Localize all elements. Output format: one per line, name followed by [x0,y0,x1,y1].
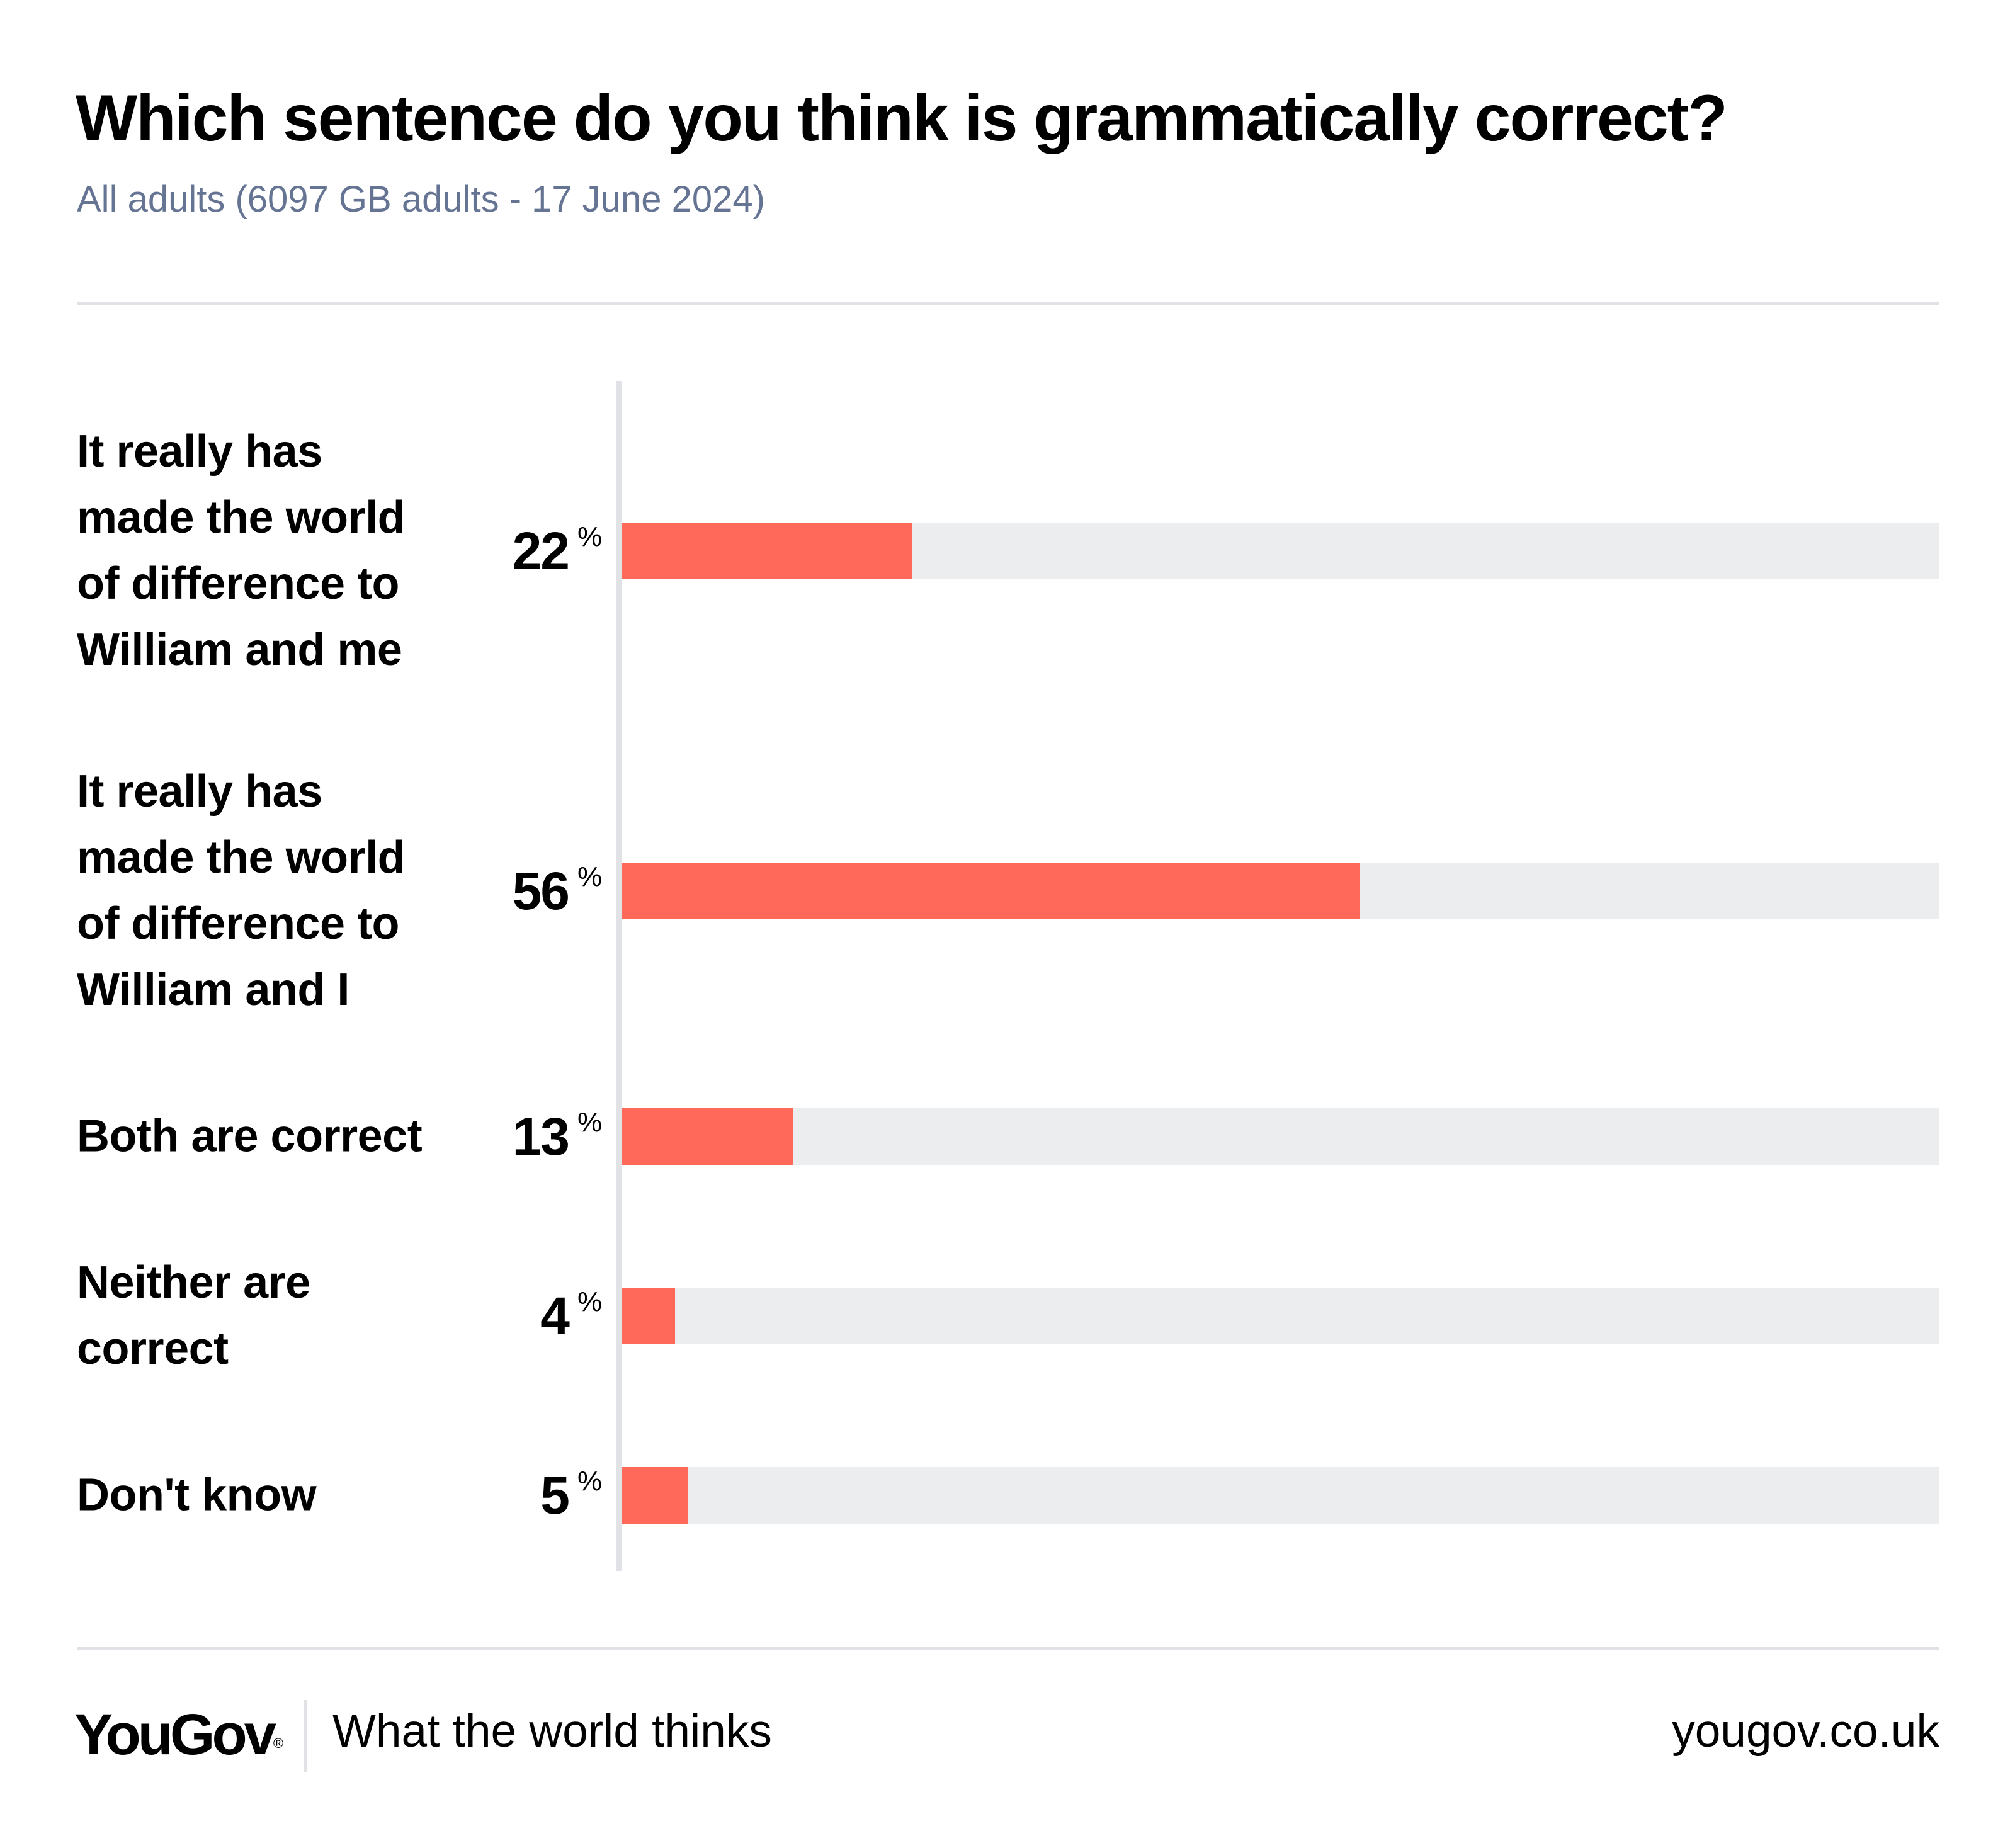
bar-value: 13 [512,1107,570,1166]
footer-divider [77,1647,1939,1650]
chart-title: Which sentence do you think is grammatic… [76,82,1728,155]
percent-unit: % [577,861,603,892]
bar-label-line: made the world [77,832,406,883]
bar-fill [622,863,1360,919]
bar-label: It really has made the world of difference… [77,419,455,683]
percent-unit: % [577,1466,603,1497]
bar-track [622,1467,1939,1524]
bar-label-line: of difference to [77,558,400,609]
bar-label-line: William and I [77,965,349,1015]
bar-label: It really has made the world of difference… [77,759,455,1023]
bar-label-line: It really has [77,426,322,477]
footer-site-link[interactable]: yougov.co.uk [1672,1706,1939,1757]
bar-label: Both are correct [77,1104,455,1170]
bar-label: Neither are correct [77,1250,455,1382]
bar-fill [622,1108,793,1165]
bar-fill [622,1288,675,1344]
bar-label-line: Don't know [77,1470,317,1521]
registered-mark: ® [273,1735,284,1751]
header-divider [77,302,1939,305]
bar-label-line: of difference to [77,898,400,949]
footer-tagline: What the world thinks [332,1706,772,1757]
bar-label-line: It really has [77,766,322,817]
bar-track [622,1108,1939,1165]
bar-label: Don't know [77,1463,455,1529]
bar-label-line: Neither are [77,1257,310,1308]
footer-separator [304,1700,307,1772]
bar-label-line: Both are correct [77,1111,423,1162]
bar-track [622,1288,1939,1344]
yougov-logo: YouGov® [74,1703,284,1767]
bar-fill [622,1467,688,1524]
percent-unit: % [577,521,603,552]
bar-value: 4 [540,1286,570,1346]
bar-fill [622,523,912,579]
chart-subtitle: All adults (6097 GB adults - 17 June 202… [77,179,765,220]
bar-value: 22 [512,521,570,581]
bar-label-line: correct [77,1324,229,1374]
bar-track [622,863,1939,919]
bar-track [622,523,1939,579]
chart-axis-line [616,381,622,1571]
bar-value: 56 [512,861,570,921]
bar-label-line: William and me [77,625,402,675]
bar-label-line: made the world [77,492,406,543]
percent-unit: % [577,1107,603,1138]
percent-unit: % [577,1286,603,1317]
bar-value: 5 [540,1466,570,1525]
